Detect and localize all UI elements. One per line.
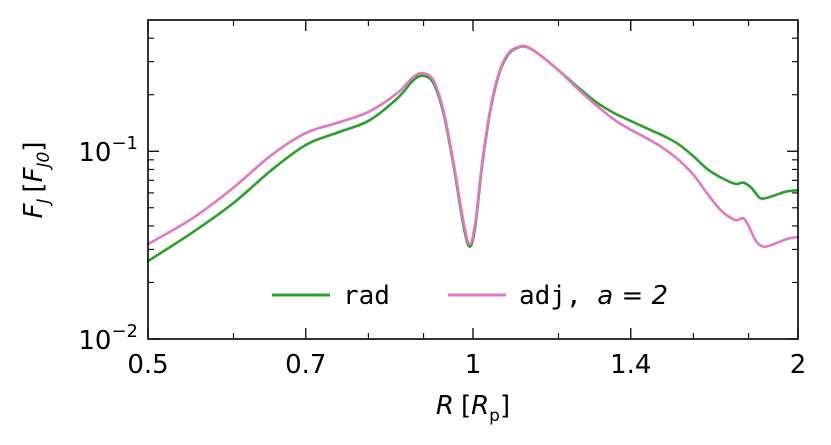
- svg-text:FJ[FJ0]: FJ[FJ0]: [19, 141, 54, 218]
- x-tick-label: 1.4: [610, 350, 651, 380]
- y-tick-label: 10−2: [78, 321, 138, 356]
- plot-area: [148, 20, 798, 339]
- x-axis-label: R [Rp]: [436, 391, 510, 426]
- x-tick-label: 0.5: [127, 350, 168, 380]
- ticks-layer: 0.5 0.7 1 1.4 2 10−2 10−1: [78, 20, 806, 380]
- y-axis-label: FJ[FJ0]: [19, 141, 54, 218]
- legend-label-rad: rad: [343, 281, 390, 311]
- y-tick-label: 10−1: [78, 133, 138, 168]
- legend: rad adj, a = 2: [272, 281, 668, 311]
- svg-text:R[Rp]: R [Rp]: [436, 391, 510, 426]
- series-layer: [146, 44, 800, 263]
- legend-label-adj: adj, a = 2: [519, 281, 668, 311]
- x-tick-label: 1: [465, 350, 482, 380]
- x-tick-label: 0.7: [285, 350, 326, 380]
- x-tick-label: 2: [790, 350, 807, 380]
- series-line-adj: [146, 44, 800, 249]
- plot-frame: [147, 19, 799, 340]
